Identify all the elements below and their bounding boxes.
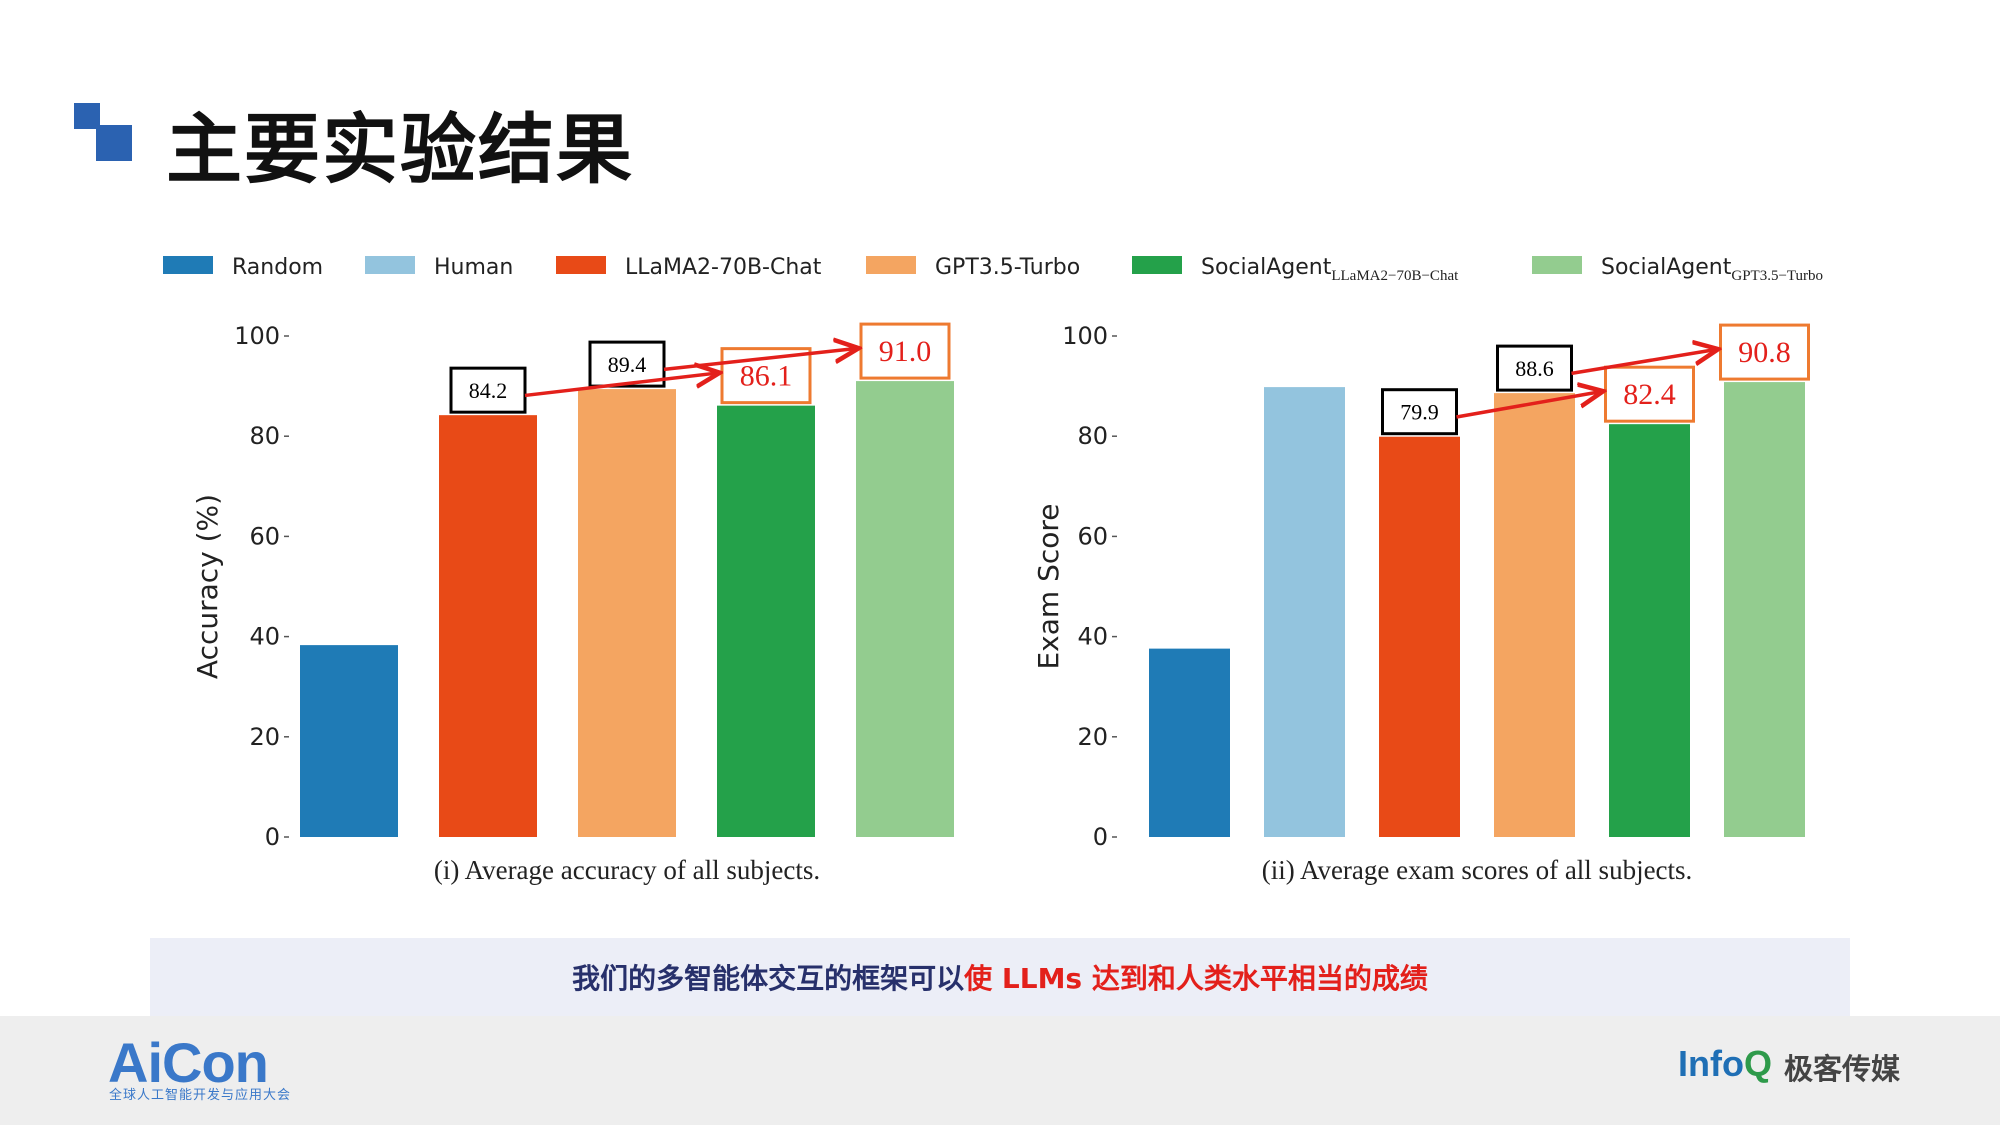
y-axis-label: Accuracy (%): [191, 494, 224, 679]
infoq-logo-info: Info: [1678, 1043, 1744, 1084]
legend-item: Random: [163, 255, 323, 280]
infoq-logo-q: Q: [1743, 1043, 1772, 1084]
legend: Random Human LLaMA2-70B-Chat GPT3.5-Turbo So…: [163, 255, 1823, 284]
value-box: [1719, 323, 1810, 381]
baseline-value-label: 88.6: [1496, 344, 1573, 392]
chart-area: 0 20 40 60 80 100 Accuracy (%) (i) Average accu…: [191, 322, 1810, 885]
data-label: 91.0: [879, 335, 932, 368]
chart-caption: (ii) Average exam scores of all subjects…: [1262, 855, 1693, 885]
value-box: [720, 347, 812, 405]
y-tick-label: 40: [1077, 623, 1108, 651]
value-box: [859, 322, 951, 380]
bar: [717, 405, 815, 837]
baseline-value-label: 84.2: [449, 366, 527, 414]
y-tick-label: 60: [249, 522, 280, 550]
legend-label-subscript: LLaMA2−70B−Chat: [1331, 268, 1459, 284]
title-icon: [74, 103, 134, 163]
improved-value-label: 90.8: [1719, 323, 1810, 381]
y-tick-label: 40: [249, 623, 280, 651]
bar: [856, 381, 954, 837]
y-tick-label: 0: [265, 823, 280, 851]
infoq-logo: InfoQ: [1678, 1043, 1772, 1085]
y-tick-label: 80: [1077, 422, 1108, 450]
improvement-arrow: [1571, 349, 1717, 376]
bar: [1609, 424, 1690, 837]
legend-swatch: [1532, 256, 1582, 274]
chart-panel: 0 20 40 60 80 100 Exam Score (ii) Average exam …: [1032, 322, 1810, 885]
data-label: 84.2: [469, 378, 508, 403]
value-box: [1604, 365, 1695, 423]
bar: [439, 415, 537, 837]
y-tick-label: 60: [1077, 522, 1108, 550]
data-label: 89.4: [608, 352, 647, 377]
legend-swatch: [866, 256, 916, 274]
value-box: [449, 366, 527, 414]
legend-label: Human: [434, 255, 513, 280]
banner-text-dark: 我们的多智能体交互的框架可以: [572, 962, 965, 995]
legend-item: Human: [365, 255, 513, 280]
legend-label: Random: [232, 255, 323, 280]
footer-bar: [0, 1016, 2000, 1125]
aicon-subtitle: 全球人工智能开发与应用大会: [109, 1088, 292, 1103]
data-label: 88.6: [1515, 356, 1554, 381]
bar: [1149, 648, 1230, 837]
data-label: 82.4: [1623, 378, 1676, 411]
improvement-arrow: [1456, 391, 1602, 419]
improved-value-label: 82.4: [1604, 365, 1695, 423]
legend-swatch: [365, 256, 415, 274]
legend-swatch: [1132, 256, 1182, 274]
y-tick-label: 20: [249, 723, 280, 751]
legend-label: SocialAgentGPT3.5−Turbo: [1601, 255, 1823, 284]
y-tick-label: 100: [234, 322, 280, 350]
legend-label-subscript: GPT3.5−Turbo: [1731, 268, 1823, 284]
data-label: 86.1: [740, 360, 793, 393]
y-tick-label: 20: [1077, 723, 1108, 751]
infoq-brand-text: 极客传媒: [1784, 1052, 1901, 1086]
legend-item: LLaMA2-70B-Chat: [556, 255, 822, 280]
improved-value-label: 91.0: [859, 322, 951, 380]
improvement-arrow: [524, 373, 718, 398]
value-box: [1381, 388, 1458, 436]
bar: [300, 645, 398, 837]
bar: [1494, 393, 1575, 837]
legend-item: GPT3.5-Turbo: [866, 255, 1080, 280]
legend-label: SocialAgentLLaMA2−70B−Chat: [1201, 255, 1459, 284]
legend-swatch: [163, 256, 213, 274]
conclusion-banner: 我们的多智能体交互的框架可以使 LLMs 达到和人类水平相当的成绩: [150, 938, 1850, 1016]
bar: [578, 389, 676, 837]
legend-item: SocialAgentGPT3.5−Turbo: [1532, 255, 1823, 284]
data-label: 79.9: [1400, 400, 1439, 425]
baseline-value-label: 89.4: [588, 340, 666, 388]
legend-label: GPT3.5-Turbo: [935, 255, 1080, 280]
page-title: 主要实验结果: [166, 105, 634, 194]
value-box: [1496, 344, 1573, 392]
data-label: 90.8: [1738, 336, 1791, 369]
y-tick-label: 80: [249, 422, 280, 450]
improvement-arrow: [663, 348, 857, 372]
y-tick-label: 0: [1093, 823, 1108, 851]
legend-swatch: [556, 256, 606, 274]
improved-value-label: 86.1: [720, 347, 812, 405]
chart-panel: 0 20 40 60 80 100 Accuracy (%) (i) Average accu…: [191, 322, 954, 885]
bar: [1724, 382, 1805, 837]
legend-item: SocialAgentLLaMA2−70B−Chat: [1132, 255, 1459, 284]
chart-caption: (i) Average accuracy of all subjects.: [434, 855, 820, 885]
bar: [1264, 387, 1345, 837]
y-tick-label: 100: [1062, 322, 1108, 350]
y-axis-label: Exam Score: [1032, 503, 1065, 669]
baseline-value-label: 79.9: [1381, 388, 1458, 436]
value-box: [588, 340, 666, 388]
banner-text-red: 使 LLMs 达到和人类水平相当的成绩: [964, 962, 1428, 995]
aicon-logo: AiCon: [108, 1031, 269, 1094]
bar: [1379, 436, 1460, 837]
legend-label: LLaMA2-70B-Chat: [625, 255, 822, 280]
